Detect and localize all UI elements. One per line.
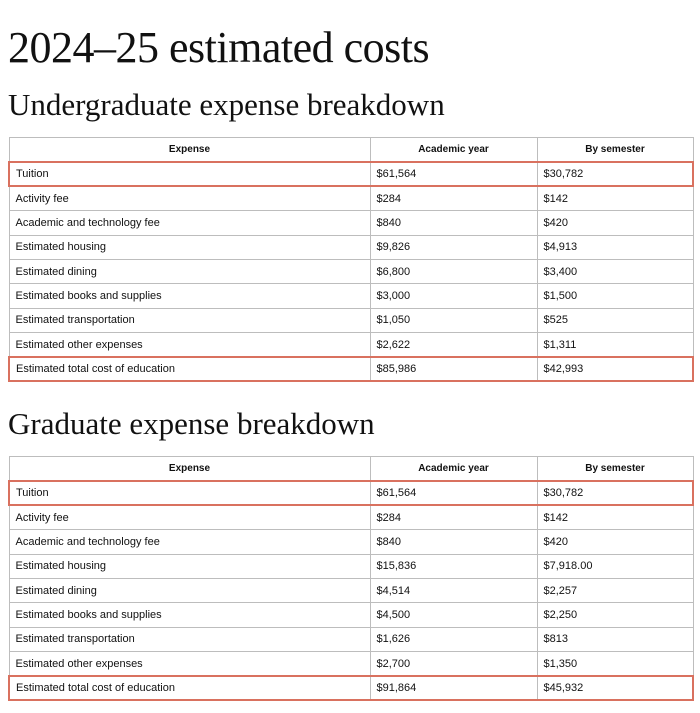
expense-cell: Estimated other expenses	[8, 332, 371, 358]
undergraduate-section-title: Undergraduate expense breakdown	[8, 87, 445, 122]
page-title: 2024–25 estimated costs	[8, 23, 430, 72]
by-semester-cell: $525	[536, 307, 694, 334]
undergraduate-cost-table: Expense Academic year By semester Tuitio…	[8, 136, 694, 383]
expense-cell: Estimated dining	[8, 258, 371, 285]
by-semester-cell: $420	[536, 529, 694, 555]
by-semester-cell: $30,782	[536, 479, 694, 507]
by-semester-cell: $7,918.00	[536, 553, 694, 579]
expense-cell: Estimated dining	[8, 577, 371, 604]
expense-cell: Estimated books and supplies	[8, 283, 371, 309]
column-header-expense: Expense	[8, 136, 371, 163]
by-semester-cell: $30,782	[536, 160, 694, 188]
expense-cell: Estimated total cost of education	[8, 355, 371, 383]
table-header-row: Expense Academic year By semester	[8, 455, 694, 482]
academic-year-cell: $85,986	[369, 355, 538, 383]
expense-cell: Estimated books and supplies	[8, 602, 371, 628]
academic-year-cell: $4,500	[369, 602, 538, 628]
expense-cell: Estimated housing	[8, 553, 371, 579]
table-row: Estimated dining $6,800 $3,400	[8, 258, 694, 285]
academic-year-cell: $284	[369, 185, 538, 212]
by-semester-cell: $4,913	[536, 234, 694, 260]
by-semester-cell: $142	[536, 185, 694, 212]
expense-cell: Estimated total cost of education	[8, 674, 371, 702]
table-row: Estimated books and supplies $4,500 $2,2…	[8, 602, 694, 628]
academic-year-cell: $91,864	[369, 674, 538, 702]
academic-year-cell: $284	[369, 504, 538, 531]
column-header-by-semester: By semester	[536, 136, 694, 163]
table-row: Estimated other expenses $2,700 $1,350	[8, 651, 694, 677]
by-semester-cell: $42,993	[536, 355, 694, 383]
academic-year-cell: $1,626	[369, 626, 538, 653]
column-header-expense: Expense	[8, 455, 371, 482]
table-header-row: Expense Academic year By semester	[8, 136, 694, 163]
academic-year-cell: $4,514	[369, 577, 538, 604]
academic-year-cell: $2,622	[369, 332, 538, 358]
column-header-by-semester: By semester	[536, 455, 694, 482]
by-semester-cell: $45,932	[536, 674, 694, 702]
academic-year-cell: $6,800	[369, 258, 538, 285]
column-header-academic-year: Academic year	[369, 136, 538, 163]
by-semester-cell: $1,500	[536, 283, 694, 309]
by-semester-cell: $2,257	[536, 577, 694, 604]
table-row: Tuition $61,564 $30,782	[8, 160, 694, 188]
by-semester-cell: $1,311	[536, 332, 694, 358]
column-header-academic-year: Academic year	[369, 455, 538, 482]
by-semester-cell: $2,250	[536, 602, 694, 628]
expense-cell: Tuition	[8, 479, 371, 507]
table-row: Estimated total cost of education $85,98…	[8, 355, 694, 383]
academic-year-cell: $840	[369, 210, 538, 236]
graduate-cost-table: Expense Academic year By semester Tuitio…	[8, 455, 694, 702]
expense-cell: Estimated transportation	[8, 307, 371, 334]
table-row: Estimated total cost of education $91,86…	[8, 674, 694, 702]
expense-cell: Academic and technology fee	[8, 529, 371, 555]
by-semester-cell: $813	[536, 626, 694, 653]
by-semester-cell: $142	[536, 504, 694, 531]
graduate-section-title: Graduate expense breakdown	[8, 406, 375, 441]
expense-cell: Tuition	[8, 160, 371, 188]
by-semester-cell: $1,350	[536, 651, 694, 677]
expense-cell: Estimated transportation	[8, 626, 371, 653]
table-row: Estimated books and supplies $3,000 $1,5…	[8, 283, 694, 309]
expense-cell: Activity fee	[8, 185, 371, 212]
table-row: Estimated transportation $1,050 $525	[8, 307, 694, 334]
table-row: Estimated dining $4,514 $2,257	[8, 577, 694, 604]
table-row: Activity fee $284 $142	[8, 504, 694, 531]
by-semester-cell: $420	[536, 210, 694, 236]
academic-year-cell: $3,000	[369, 283, 538, 309]
academic-year-cell: $1,050	[369, 307, 538, 334]
table-row: Estimated other expenses $2,622 $1,311	[8, 332, 694, 358]
table-row: Activity fee $284 $142	[8, 185, 694, 212]
table-row: Tuition $61,564 $30,782	[8, 479, 694, 507]
by-semester-cell: $3,400	[536, 258, 694, 285]
academic-year-cell: $9,826	[369, 234, 538, 260]
table-row: Estimated transportation $1,626 $813	[8, 626, 694, 653]
table-row: Academic and technology fee $840 $420	[8, 210, 694, 236]
academic-year-cell: $2,700	[369, 651, 538, 677]
expense-cell: Academic and technology fee	[8, 210, 371, 236]
expense-cell: Estimated other expenses	[8, 651, 371, 677]
academic-year-cell: $61,564	[369, 479, 538, 507]
academic-year-cell: $840	[369, 529, 538, 555]
table-row: Academic and technology fee $840 $420	[8, 529, 694, 555]
table-row: Estimated housing $9,826 $4,913	[8, 234, 694, 260]
table-row: Estimated housing $15,836 $7,918.00	[8, 553, 694, 579]
academic-year-cell: $15,836	[369, 553, 538, 579]
expense-cell: Estimated housing	[8, 234, 371, 260]
expense-cell: Activity fee	[8, 504, 371, 531]
academic-year-cell: $61,564	[369, 160, 538, 188]
